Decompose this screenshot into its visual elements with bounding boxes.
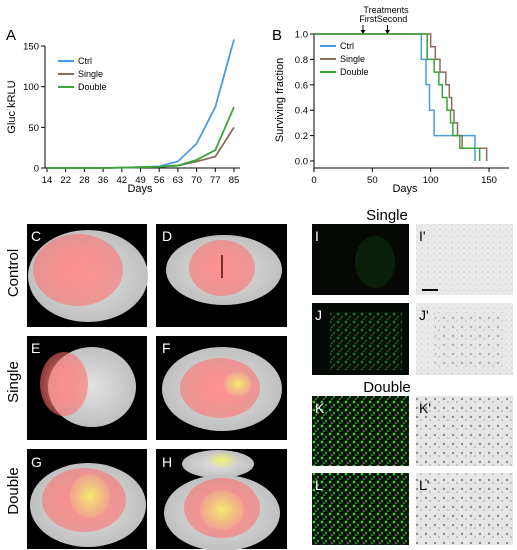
- chart-b-ytick-label: 0.2: [295, 131, 308, 142]
- chart-b-xtick-label: 0: [311, 175, 316, 186]
- micro-header-single: Single: [366, 207, 408, 224]
- image-g: G: [27, 449, 147, 549]
- panel-label-b: B: [272, 27, 282, 44]
- chart-a-ytick-label: 150: [23, 42, 39, 53]
- chart-a-xlabel: Days: [127, 183, 153, 195]
- chart-a-ytick-label: 0: [34, 164, 39, 175]
- chart-a-xtick-label: 70: [191, 175, 202, 186]
- image-l-prime: L': [416, 473, 513, 545]
- chart-a-series-single: [47, 126, 235, 169]
- panel-label-d: D: [162, 228, 172, 244]
- chart-b-ytick-label: 0.0: [295, 157, 308, 168]
- image-f: F: [156, 336, 287, 440]
- chart-a-xtick-label: 42: [117, 175, 128, 186]
- chart-b: 0.0 0.2 0.4 0.6 0.8 1.0 0 50 100 150 Days Surviv…: [274, 5, 509, 195]
- image-i: I: [312, 224, 409, 295]
- treatment-first-label: First: [359, 14, 377, 24]
- chart-a-xtick-label: 22: [60, 175, 71, 186]
- chart-a: 0 50 100 150 14 22 28 36 42 49 56 63 70 77 85 Days Gl…: [6, 39, 240, 195]
- chart-a-legend-label: Double: [78, 82, 107, 92]
- chart-a-series-ctrl: [47, 39, 235, 169]
- panel-label-c: C: [31, 228, 41, 244]
- image-k-prime: K': [416, 396, 513, 466]
- image-l: L: [312, 473, 409, 545]
- image-i-prime: I': [416, 224, 513, 295]
- chart-b-series-double: [314, 33, 481, 161]
- panel-label-i: I: [315, 228, 319, 244]
- chart-b-xlabel: Days: [392, 183, 418, 195]
- row-label-control: Control: [5, 249, 22, 297]
- treatment-arrow-head: [385, 30, 390, 34]
- panel-label-g: G: [31, 454, 42, 470]
- chart-a-ytick-label: 100: [23, 82, 39, 93]
- chart-b-legend-label: Ctrl: [340, 41, 354, 51]
- treatments-label: Treatments: [363, 5, 409, 15]
- micro-header-double: Double: [363, 379, 411, 396]
- chart-b-legend-label: Single: [340, 54, 365, 64]
- chart-b-xtick-label: 50: [367, 175, 378, 186]
- chart-a-xtick-label: 28: [79, 175, 90, 186]
- panel-label-k: K: [315, 400, 325, 416]
- chart-b-ytick-label: 1.0: [295, 30, 308, 41]
- chart-a-xtick-label: 63: [173, 175, 184, 186]
- image-k: K: [312, 396, 409, 466]
- image-d: D: [156, 224, 287, 327]
- chart-a-ylabel: Gluc kRLU: [6, 80, 18, 133]
- image-e: E: [27, 336, 147, 440]
- chart-b-series-single: [314, 33, 488, 161]
- chart-a-legend-label: Ctrl: [78, 56, 92, 66]
- chart-b-ytick-label: 0.4: [295, 106, 308, 117]
- panel-label-k-prime: K': [419, 400, 431, 416]
- chart-b-ytick-label: 0.8: [295, 55, 308, 66]
- panel-label-l-prime: L': [419, 477, 429, 493]
- chart-a-xtick-label: 85: [229, 175, 240, 186]
- panel-label-l: L: [315, 477, 323, 493]
- chart-a-series-double: [47, 106, 235, 169]
- panel-label-j-prime: J': [419, 307, 429, 323]
- chart-a-xtick-label: 77: [210, 175, 221, 186]
- chart-a-ytick-label: 50: [28, 123, 39, 134]
- treatment-second-label: Second: [377, 14, 408, 24]
- row-label-double: Double: [5, 467, 22, 515]
- panel-label-h: H: [162, 454, 172, 470]
- chart-a-xtick-label: 14: [42, 175, 53, 186]
- panel-label-j: J: [315, 307, 322, 323]
- panel-label-i-prime: I': [419, 228, 426, 244]
- chart-b-series-ctrl: [314, 33, 476, 161]
- chart-b-ytick-label: 0.6: [295, 80, 308, 91]
- chart-a-legend-label: Single: [78, 69, 103, 79]
- panel-label-f: F: [162, 340, 171, 356]
- chart-a-xtick-label: 56: [154, 175, 165, 186]
- panel-label-a: A: [6, 27, 16, 44]
- row-label-single: Single: [5, 361, 22, 403]
- chart-a-xtick-label: 49: [135, 175, 146, 186]
- chart-b-ylabel: Surviving fraction: [274, 58, 286, 142]
- image-c: C: [27, 224, 148, 327]
- chart-b-xtick-label: 100: [423, 175, 439, 186]
- chart-b-xtick-label: 150: [481, 175, 497, 186]
- image-j-prime: J': [416, 303, 513, 375]
- panel-label-e: E: [31, 340, 40, 356]
- chart-a-xtick-label: 36: [98, 175, 109, 186]
- image-h: H: [156, 449, 287, 550]
- chart-b-legend-label: Double: [340, 67, 369, 77]
- image-j: J: [312, 303, 409, 375]
- treatment-arrow-head: [360, 30, 366, 34]
